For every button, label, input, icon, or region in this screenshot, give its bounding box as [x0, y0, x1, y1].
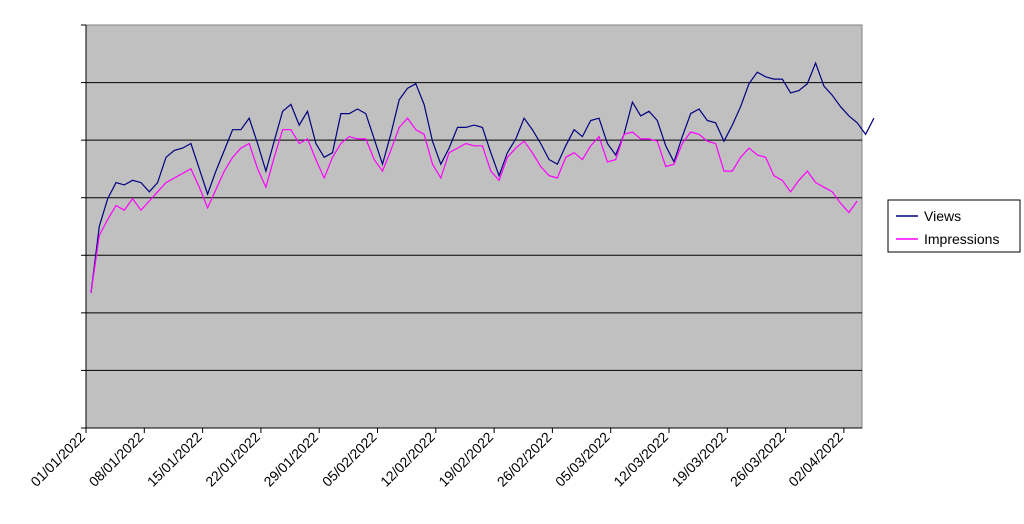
- x-tick-label: 01/01/2022: [27, 429, 88, 490]
- legend-label-views: Views: [924, 208, 961, 224]
- gridlines: [86, 82, 862, 371]
- x-tick-label: 05/02/2022: [319, 429, 380, 490]
- x-tick-label: 15/01/2022: [144, 429, 205, 490]
- x-tick-label: 02/04/2022: [785, 429, 846, 490]
- x-tick-label: 08/01/2022: [86, 429, 147, 490]
- plot-area: [85, 24, 863, 429]
- series-line-views: [90, 61, 875, 294]
- x-tick-label: 19/03/2022: [669, 429, 730, 490]
- y-axis-ticks: [81, 24, 86, 429]
- x-tick-label: 29/01/2022: [260, 429, 321, 490]
- x-axis-ticks: 01/01/202208/01/202215/01/202222/01/2022…: [27, 428, 846, 490]
- x-tick-label: 12/02/2022: [377, 429, 438, 490]
- x-tick-label: 26/02/2022: [494, 429, 555, 490]
- series-lines: [90, 61, 875, 294]
- legend-box: [887, 199, 1021, 253]
- x-tick-label: 12/03/2022: [610, 429, 671, 490]
- x-tick-label: 26/03/2022: [727, 429, 788, 490]
- series-line-impressions: [90, 117, 858, 294]
- x-tick-label: 19/02/2022: [435, 429, 496, 490]
- x-tick-label: 22/01/2022: [202, 429, 263, 490]
- x-tick-label: 05/03/2022: [552, 429, 613, 490]
- legend-label-impressions: Impressions: [924, 231, 999, 247]
- legend: Views Impressions: [887, 199, 1021, 253]
